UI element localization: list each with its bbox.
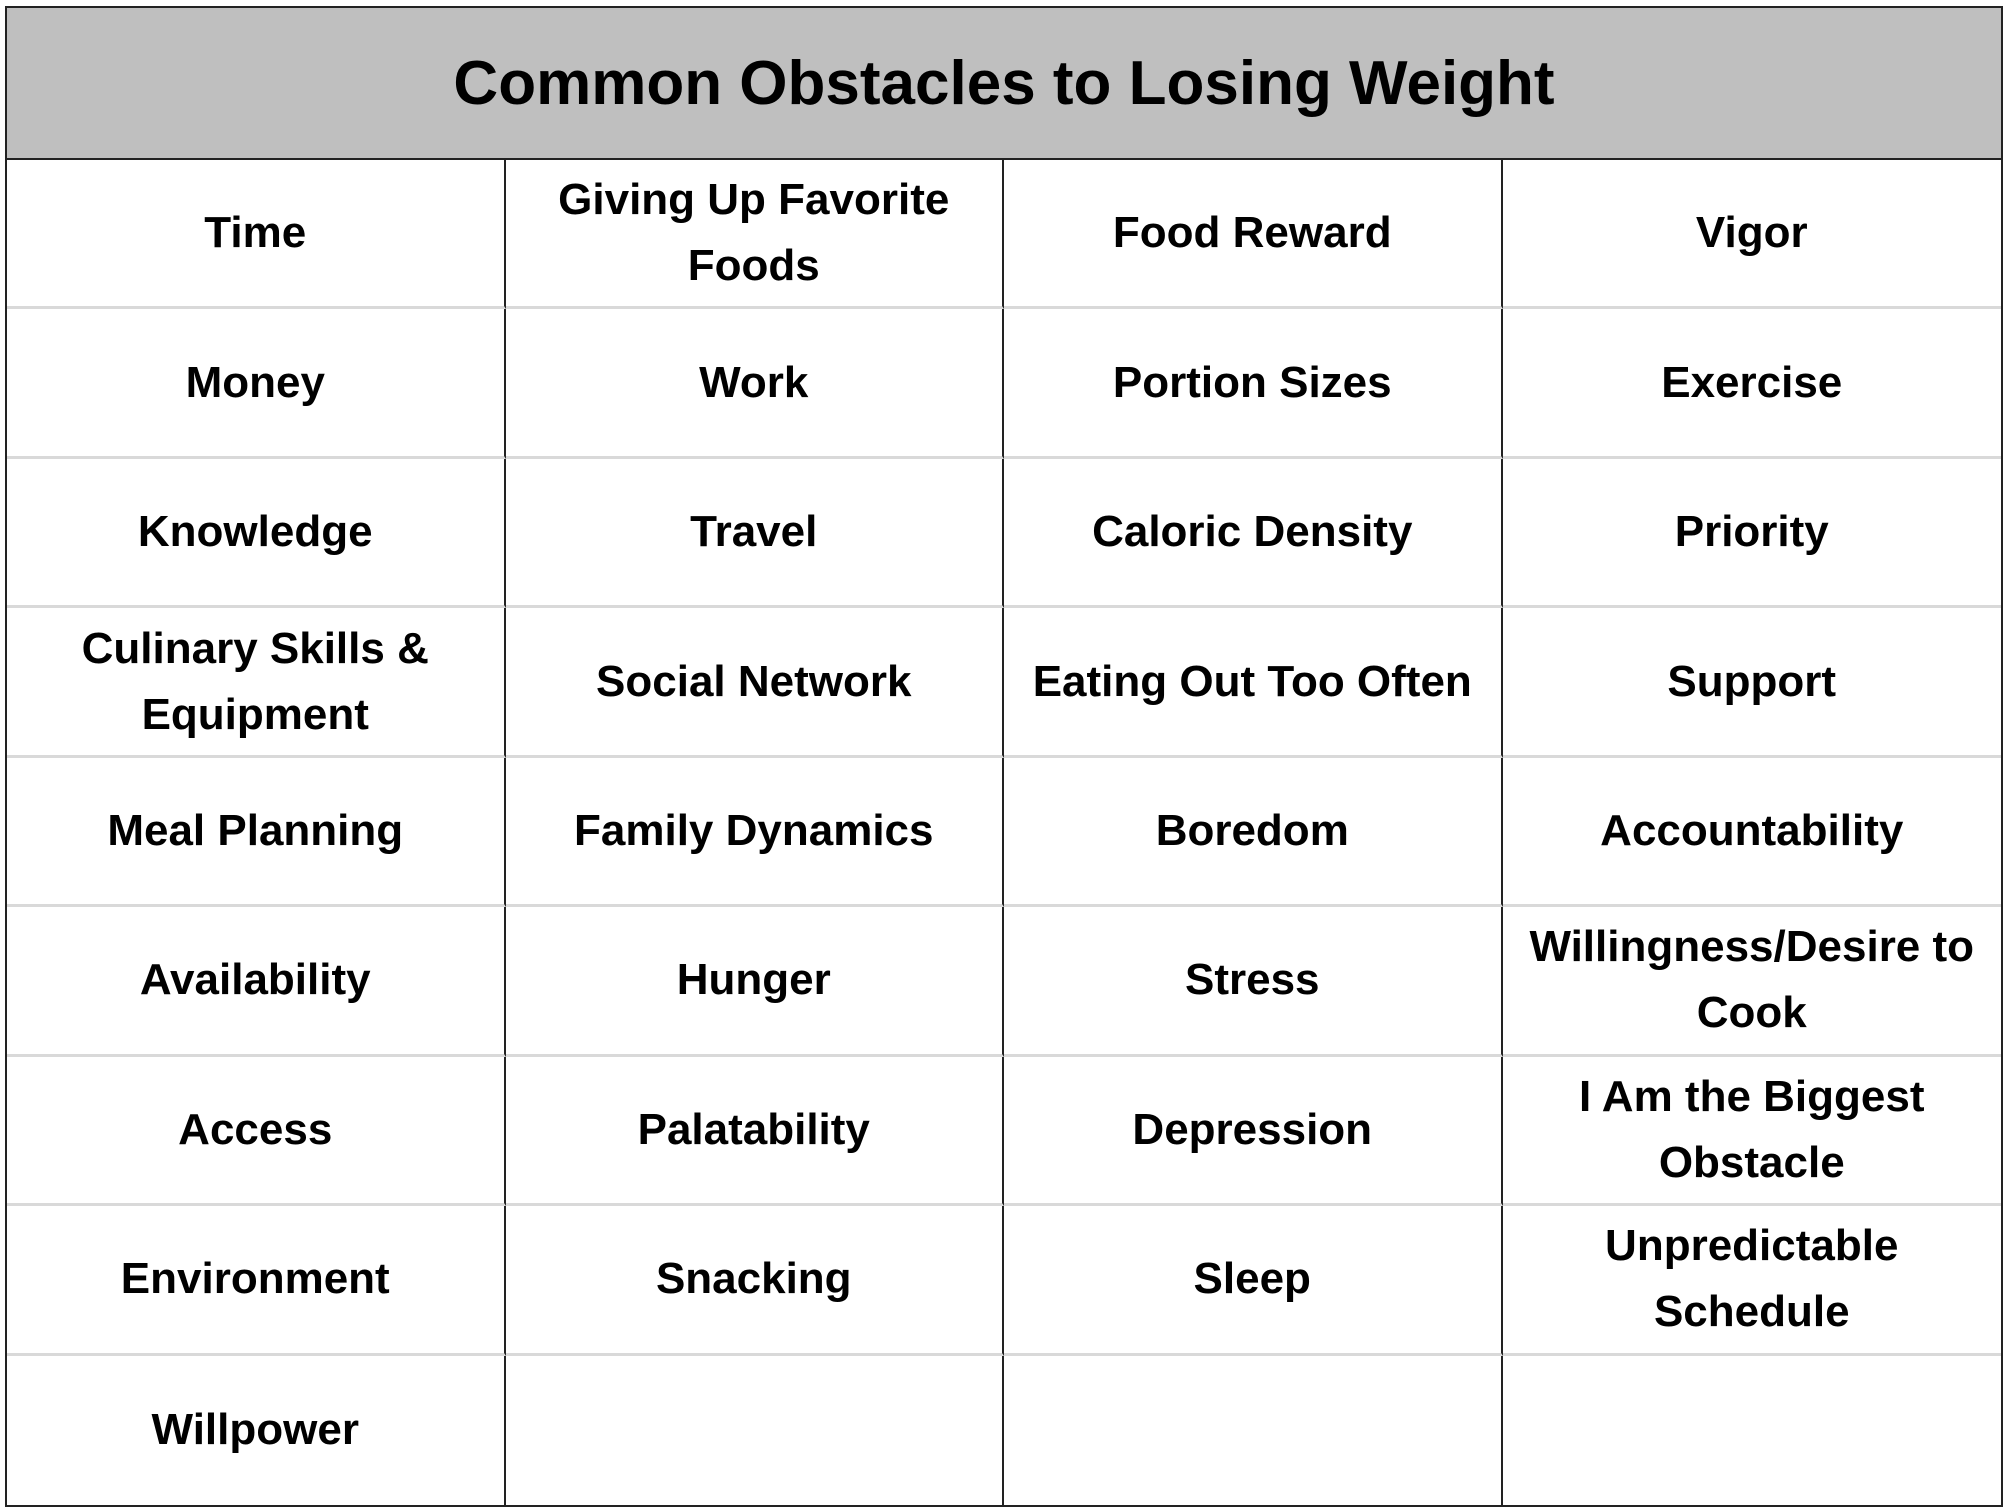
table-title: Common Obstacles to Losing Weight <box>7 8 2001 160</box>
table-cell <box>1004 1355 1503 1505</box>
table-cell: Exercise <box>1502 309 2001 459</box>
table-cell: Giving Up Favorite Foods <box>505 160 1004 310</box>
table-cell <box>1503 1356 2002 1505</box>
table-cell: Family Dynamics <box>505 757 1004 908</box>
table-cell: Priority <box>1502 459 2001 609</box>
table-cell: Money <box>7 309 506 459</box>
table-cell: Meal Planning <box>7 757 506 908</box>
table-cell: Environment <box>7 1206 506 1356</box>
table-cell: Willingness/Desire to Cook <box>1502 907 2001 1057</box>
table-cell: Unpredictable Schedule <box>1502 1206 2001 1356</box>
table-cell: Portion Sizes <box>1004 309 1503 459</box>
table-cell: Knowledge <box>7 458 506 609</box>
table-cell: Eating Out Too Often <box>1004 608 1503 758</box>
table-cell: Snacking <box>505 1206 1004 1356</box>
obstacles-grid: Time Giving Up Favorite Foods Food Reward V… <box>7 160 2001 1505</box>
table-cell: Boredom <box>1004 757 1503 908</box>
table-cell: Time <box>7 160 506 310</box>
table-cell: Availability <box>7 907 506 1057</box>
table-cell: Access <box>7 1056 506 1207</box>
table-cell: Sleep <box>1004 1206 1503 1356</box>
table-cell: Willpower <box>7 1355 506 1505</box>
table-cell: Palatability <box>505 1056 1004 1207</box>
table-cell: Accountability <box>1502 758 2001 908</box>
table-cell: I Am the Biggest Obstacle <box>1502 1057 2001 1207</box>
table-cell: Social Network <box>505 608 1004 758</box>
table-cell: Caloric Density <box>1004 458 1503 609</box>
table-cell: Vigor <box>1502 160 2001 310</box>
table-cell: Work <box>505 309 1004 459</box>
table-cell: Food Reward <box>1004 160 1503 310</box>
table-cell <box>506 1355 1004 1505</box>
table-cell: Culinary Skills & Equipment <box>7 608 506 758</box>
table-cell: Hunger <box>505 907 1004 1057</box>
table-cell: Depression <box>1004 1056 1503 1207</box>
table-cell: Stress <box>1004 907 1503 1057</box>
obstacles-table: Common Obstacles to Losing Weight Time Gi… <box>5 6 2003 1507</box>
table-cell: Support <box>1502 608 2001 758</box>
table-cell: Travel <box>505 458 1004 609</box>
